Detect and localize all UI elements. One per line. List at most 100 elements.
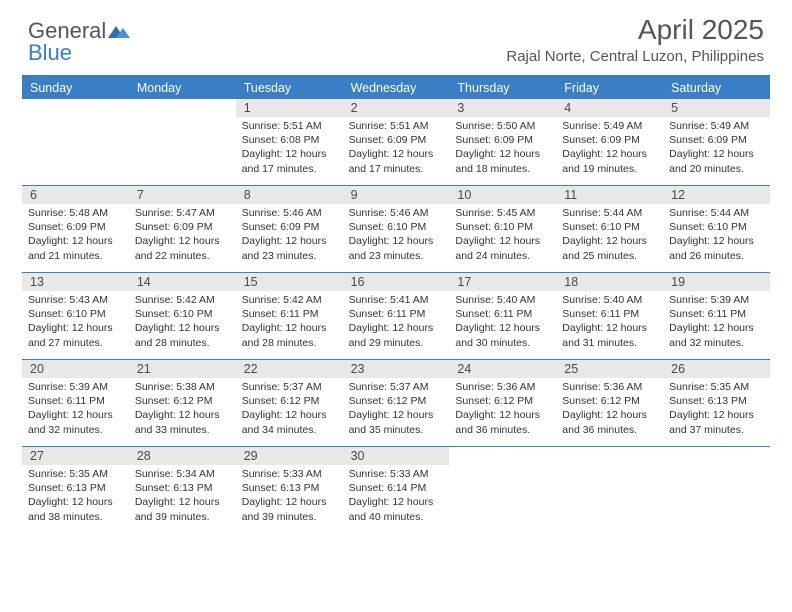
day-cell-30: 30Sunrise: 5:33 AMSunset: 6:14 PMDayligh… [343, 447, 450, 533]
day-details: Sunrise: 5:44 AMSunset: 6:10 PMDaylight:… [663, 204, 770, 267]
day-number: 29 [236, 447, 343, 465]
day-details: Sunrise: 5:45 AMSunset: 6:10 PMDaylight:… [449, 204, 556, 267]
day-number: 28 [129, 447, 236, 465]
day-number: 1 [236, 99, 343, 117]
day-number: 2 [343, 99, 450, 117]
day-cell-17: 17Sunrise: 5:40 AMSunset: 6:11 PMDayligh… [449, 273, 556, 359]
header: General Blue April 2025 Rajal Norte, Cen… [0, 0, 792, 69]
weekday-thursday: Thursday [449, 77, 556, 99]
day-details: Sunrise: 5:35 AMSunset: 6:13 PMDaylight:… [22, 465, 129, 528]
week-row: 1Sunrise: 5:51 AMSunset: 6:08 PMDaylight… [22, 99, 770, 185]
weekday-sunday: Sunday [22, 77, 129, 99]
day-number: 15 [236, 273, 343, 291]
day-cell-23: 23Sunrise: 5:37 AMSunset: 6:12 PMDayligh… [343, 360, 450, 446]
day-number: 27 [22, 447, 129, 465]
day-number: 25 [556, 360, 663, 378]
title-block: April 2025 Rajal Norte, Central Luzon, P… [506, 14, 764, 65]
day-details: Sunrise: 5:40 AMSunset: 6:11 PMDaylight:… [449, 291, 556, 354]
day-cell-10: 10Sunrise: 5:45 AMSunset: 6:10 PMDayligh… [449, 186, 556, 272]
day-cell-28: 28Sunrise: 5:34 AMSunset: 6:13 PMDayligh… [129, 447, 236, 533]
calendar-grid: 1Sunrise: 5:51 AMSunset: 6:08 PMDaylight… [22, 99, 770, 533]
day-cell-29: 29Sunrise: 5:33 AMSunset: 6:13 PMDayligh… [236, 447, 343, 533]
weekday-monday: Monday [129, 77, 236, 99]
day-cell-13: 13Sunrise: 5:43 AMSunset: 6:10 PMDayligh… [22, 273, 129, 359]
day-number [129, 99, 236, 103]
day-details: Sunrise: 5:46 AMSunset: 6:10 PMDaylight:… [343, 204, 450, 267]
day-number: 18 [556, 273, 663, 291]
logo-text-blue: Blue [28, 40, 72, 65]
day-details: Sunrise: 5:39 AMSunset: 6:11 PMDaylight:… [663, 291, 770, 354]
day-number: 5 [663, 99, 770, 117]
day-details: Sunrise: 5:36 AMSunset: 6:12 PMDaylight:… [449, 378, 556, 441]
day-details: Sunrise: 5:36 AMSunset: 6:12 PMDaylight:… [556, 378, 663, 441]
day-cell-24: 24Sunrise: 5:36 AMSunset: 6:12 PMDayligh… [449, 360, 556, 446]
day-details: Sunrise: 5:48 AMSunset: 6:09 PMDaylight:… [22, 204, 129, 267]
day-cell-3: 3Sunrise: 5:50 AMSunset: 6:09 PMDaylight… [449, 99, 556, 185]
empty-cell [449, 447, 556, 533]
day-number: 16 [343, 273, 450, 291]
day-details: Sunrise: 5:46 AMSunset: 6:09 PMDaylight:… [236, 204, 343, 267]
empty-cell [129, 99, 236, 185]
logo-icon [108, 20, 130, 42]
day-number: 17 [449, 273, 556, 291]
day-number: 14 [129, 273, 236, 291]
day-details: Sunrise: 5:49 AMSunset: 6:09 PMDaylight:… [556, 117, 663, 180]
empty-cell [22, 99, 129, 185]
day-details: Sunrise: 5:41 AMSunset: 6:11 PMDaylight:… [343, 291, 450, 354]
day-details: Sunrise: 5:43 AMSunset: 6:10 PMDaylight:… [22, 291, 129, 354]
day-details: Sunrise: 5:42 AMSunset: 6:11 PMDaylight:… [236, 291, 343, 354]
day-details: Sunrise: 5:49 AMSunset: 6:09 PMDaylight:… [663, 117, 770, 180]
day-number: 23 [343, 360, 450, 378]
week-row: 20Sunrise: 5:39 AMSunset: 6:11 PMDayligh… [22, 359, 770, 446]
day-number: 6 [22, 186, 129, 204]
weekday-wednesday: Wednesday [343, 77, 450, 99]
day-number [663, 447, 770, 451]
day-cell-22: 22Sunrise: 5:37 AMSunset: 6:12 PMDayligh… [236, 360, 343, 446]
day-cell-21: 21Sunrise: 5:38 AMSunset: 6:12 PMDayligh… [129, 360, 236, 446]
day-details: Sunrise: 5:51 AMSunset: 6:09 PMDaylight:… [343, 117, 450, 180]
day-cell-14: 14Sunrise: 5:42 AMSunset: 6:10 PMDayligh… [129, 273, 236, 359]
day-details: Sunrise: 5:37 AMSunset: 6:12 PMDaylight:… [343, 378, 450, 441]
day-details: Sunrise: 5:40 AMSunset: 6:11 PMDaylight:… [556, 291, 663, 354]
day-details: Sunrise: 5:33 AMSunset: 6:13 PMDaylight:… [236, 465, 343, 528]
weekday-friday: Friday [556, 77, 663, 99]
day-details: Sunrise: 5:39 AMSunset: 6:11 PMDaylight:… [22, 378, 129, 441]
day-number: 30 [343, 447, 450, 465]
day-number: 9 [343, 186, 450, 204]
day-details: Sunrise: 5:42 AMSunset: 6:10 PMDaylight:… [129, 291, 236, 354]
day-cell-16: 16Sunrise: 5:41 AMSunset: 6:11 PMDayligh… [343, 273, 450, 359]
empty-cell [663, 447, 770, 533]
page-title: April 2025 [506, 14, 764, 46]
day-number: 24 [449, 360, 556, 378]
day-number: 22 [236, 360, 343, 378]
weekday-header: SundayMondayTuesdayWednesdayThursdayFrid… [22, 77, 770, 99]
empty-cell [556, 447, 663, 533]
day-number: 20 [22, 360, 129, 378]
day-cell-19: 19Sunrise: 5:39 AMSunset: 6:11 PMDayligh… [663, 273, 770, 359]
day-number: 10 [449, 186, 556, 204]
day-cell-4: 4Sunrise: 5:49 AMSunset: 6:09 PMDaylight… [556, 99, 663, 185]
day-details: Sunrise: 5:35 AMSunset: 6:13 PMDaylight:… [663, 378, 770, 441]
day-cell-15: 15Sunrise: 5:42 AMSunset: 6:11 PMDayligh… [236, 273, 343, 359]
location-text: Rajal Norte, Central Luzon, Philippines [506, 48, 764, 65]
day-cell-2: 2Sunrise: 5:51 AMSunset: 6:09 PMDaylight… [343, 99, 450, 185]
day-details: Sunrise: 5:37 AMSunset: 6:12 PMDaylight:… [236, 378, 343, 441]
day-cell-20: 20Sunrise: 5:39 AMSunset: 6:11 PMDayligh… [22, 360, 129, 446]
day-number [556, 447, 663, 451]
day-cell-11: 11Sunrise: 5:44 AMSunset: 6:10 PMDayligh… [556, 186, 663, 272]
day-details: Sunrise: 5:34 AMSunset: 6:13 PMDaylight:… [129, 465, 236, 528]
day-cell-8: 8Sunrise: 5:46 AMSunset: 6:09 PMDaylight… [236, 186, 343, 272]
day-cell-27: 27Sunrise: 5:35 AMSunset: 6:13 PMDayligh… [22, 447, 129, 533]
calendar: SundayMondayTuesdayWednesdayThursdayFrid… [22, 75, 770, 533]
day-number: 21 [129, 360, 236, 378]
weekday-saturday: Saturday [663, 77, 770, 99]
logo-text: General Blue [28, 20, 130, 64]
day-number: 3 [449, 99, 556, 117]
logo: General Blue [28, 20, 130, 64]
day-number [22, 99, 129, 103]
day-number: 8 [236, 186, 343, 204]
day-details: Sunrise: 5:33 AMSunset: 6:14 PMDaylight:… [343, 465, 450, 528]
day-cell-5: 5Sunrise: 5:49 AMSunset: 6:09 PMDaylight… [663, 99, 770, 185]
day-details: Sunrise: 5:38 AMSunset: 6:12 PMDaylight:… [129, 378, 236, 441]
day-cell-9: 9Sunrise: 5:46 AMSunset: 6:10 PMDaylight… [343, 186, 450, 272]
